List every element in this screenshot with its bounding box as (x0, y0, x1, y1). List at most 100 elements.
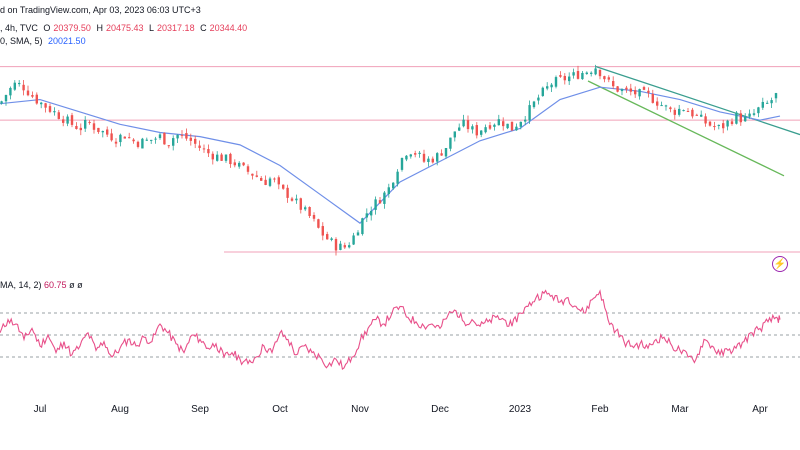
x-tick-label: Apr (752, 404, 768, 415)
candle-body (356, 232, 360, 236)
candle-body (524, 119, 527, 122)
candle-body (57, 112, 60, 119)
candle-body (422, 153, 426, 162)
candle-body (488, 125, 492, 129)
candle-body (634, 90, 637, 95)
x-tick-label: Nov (351, 404, 369, 415)
candle-body (405, 155, 408, 160)
high-value: 20475.43 (105, 23, 144, 33)
sma-label: 0, SMA, 5) (0, 36, 43, 46)
candle-body (128, 137, 131, 139)
candle-body (466, 120, 470, 130)
candle-body (308, 207, 311, 216)
candle-body (233, 162, 236, 166)
rsi-legend[interactable]: MA, 14, 2) 60.75 ø ø (0, 280, 83, 290)
candle-body (4, 94, 8, 102)
candle-body (185, 133, 188, 139)
x-tick-label: Dec (431, 404, 449, 415)
candle-body (581, 72, 584, 80)
candle-body (246, 166, 250, 172)
candle-body (238, 162, 241, 167)
candle-body (431, 158, 434, 163)
candle-body (713, 126, 716, 128)
candle-body (484, 127, 487, 133)
candle-body (378, 200, 382, 204)
candle-body (264, 179, 267, 185)
candle-body (22, 84, 25, 91)
candle-body (92, 123, 96, 130)
candle-body (295, 198, 298, 201)
candle-body (744, 116, 747, 122)
candle-body (400, 157, 404, 170)
candle-body (620, 89, 624, 92)
candle-body (708, 121, 712, 126)
rsi-value: 60.75 (44, 280, 67, 290)
close-label: C (200, 23, 207, 33)
candle-body (673, 109, 676, 115)
candle-body (154, 138, 157, 140)
lightning-icon[interactable]: ⚡ (772, 256, 788, 272)
candle-body (730, 121, 734, 125)
candle-body (462, 119, 465, 127)
candle-body (656, 101, 659, 106)
candle-body (18, 82, 21, 85)
candle-body (339, 243, 342, 250)
candle-body (629, 88, 632, 92)
candle-body (101, 131, 104, 133)
candle-body (590, 72, 593, 74)
candle-body (84, 119, 87, 129)
candle-body (158, 134, 162, 139)
candle-body (114, 141, 118, 144)
candle-body (224, 154, 228, 161)
candle-body (700, 114, 703, 117)
candle-body (515, 126, 518, 131)
candle-body (123, 136, 126, 139)
x-tick-label: Jul (33, 404, 47, 415)
candle-body (343, 245, 346, 248)
candle-body (277, 177, 280, 185)
candle-body (568, 76, 571, 82)
candle-body (268, 178, 272, 186)
candle-body (145, 139, 148, 141)
candle-body (189, 137, 192, 141)
candle-body (770, 100, 773, 104)
x-tick-label: 2023 (508, 404, 532, 415)
candle-body (735, 112, 738, 124)
candle-body (374, 199, 377, 210)
candle-body (660, 105, 663, 107)
candle-body (392, 182, 395, 189)
candle-body (722, 123, 725, 129)
candle-body (396, 171, 399, 184)
price-chart[interactable] (0, 0, 800, 270)
candle-body (119, 134, 122, 143)
candle-body (686, 111, 690, 113)
candle-body (541, 87, 544, 96)
candle-body (202, 148, 206, 150)
candle-body (40, 102, 43, 105)
candle-body (757, 107, 760, 114)
x-tick-label: Aug (111, 404, 129, 415)
candle-body (317, 219, 320, 228)
candle-body (321, 226, 324, 236)
candle-body (717, 124, 720, 126)
rsi-extra: ø ø (69, 280, 83, 290)
candle-body (726, 120, 729, 127)
candle-body (704, 116, 707, 124)
candle-body (409, 154, 412, 157)
candle-body (414, 153, 417, 155)
candle-body (150, 139, 153, 141)
candle-body (471, 126, 474, 130)
candle-body (220, 154, 223, 161)
sma-legend[interactable]: 0, SMA, 5) 20021.50 (0, 36, 89, 46)
candle-body (66, 116, 69, 124)
candle-body (167, 145, 170, 147)
candle-body (326, 234, 329, 240)
candle-body (678, 108, 681, 115)
candle-body (260, 177, 263, 181)
candle-body (273, 178, 276, 180)
candle-body (493, 124, 496, 127)
candle-body (62, 119, 65, 123)
candle-body (97, 127, 100, 133)
rsi-chart[interactable] (0, 270, 800, 400)
